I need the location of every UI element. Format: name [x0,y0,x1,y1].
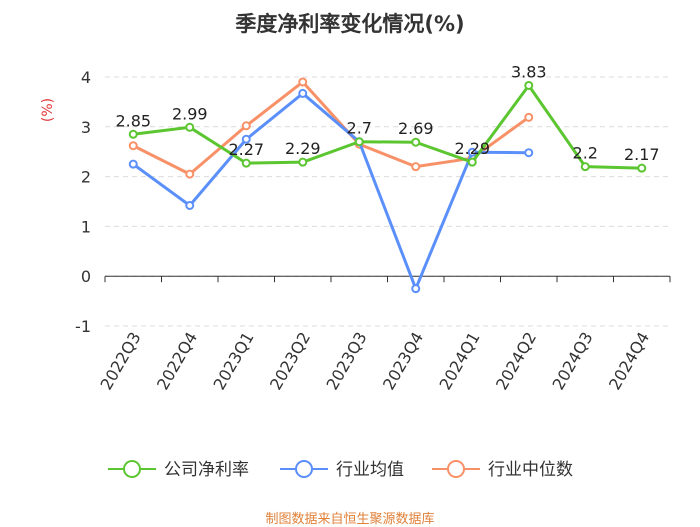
series-line [132,91,529,291]
x-tick-label: 2023Q4 [379,329,427,393]
data-label: 2.85 [115,111,151,130]
data-point [467,147,477,157]
x-tick-label: 2024Q3 [549,329,597,393]
data-point [524,148,534,158]
data-point [128,159,138,169]
data-point [241,158,251,168]
series-line [133,83,642,170]
x-tick-label: 2024Q1 [436,329,484,393]
y-tick-label: 0 [81,267,91,286]
data-point [411,137,421,147]
data-label: 2.29 [285,139,321,158]
chart-title: 季度净利率变化情况(%) [235,12,465,36]
data-point [185,169,195,179]
data-point [580,162,590,172]
y-tick-label: 2 [81,168,91,187]
data-label: 2.17 [624,145,660,164]
x-tick-label: 2024Q2 [492,329,540,393]
data-label: 2.7 [347,119,372,138]
legend-marker [295,460,313,478]
legend-marker [123,460,141,478]
data-label: 2.2 [573,144,598,163]
data-labels: 2.85 2.99 2.27 2.29 2.7 2.69 2.29 3.83 2.2 2.17 [115,62,659,164]
legend: 公司净利率 行业均值 行业中位数 [108,460,573,480]
data-point [241,121,251,131]
data-point [128,141,138,151]
footer-source: 制图数据来自恒生聚源数据库 [265,512,435,527]
y-axis-label: (%) [40,98,56,122]
legend-label: 行业均值 [336,460,404,480]
legend-item: 行业均值 [280,460,404,480]
legend-label: 公司净利率 [164,460,249,480]
legend-marker [447,460,465,478]
data-label: 2.99 [172,104,208,123]
x-tick-label: 2022Q4 [153,329,201,393]
y-tick-label: 3 [81,118,91,137]
data-label: 3.83 [511,62,547,81]
legend-item: 公司净利率 [108,460,249,480]
data-point [185,200,195,210]
x-tick-label: 2023Q2 [266,329,314,393]
x-tick-label: 2023Q3 [323,329,371,393]
legend-label: 行业中位数 [488,460,573,480]
data-point [354,137,364,147]
data-point [185,122,195,132]
data-point [128,129,138,139]
data-point [467,157,477,167]
x-axis-ticks: 2022Q3 2022Q4 2023Q1 2023Q2 2023Q3 2023Q4 2024… [97,329,654,393]
y-axis-ticks: -1 0 1 2 3 4 [75,68,91,336]
data-point [411,162,421,172]
y-tick-label: 1 [81,217,91,236]
data-label: 2.29 [454,139,490,158]
y-tick-label: -1 [75,317,91,336]
data-label: 2.69 [398,119,434,138]
data-point [298,157,308,167]
x-tick-label: 2023Q1 [210,329,258,393]
x-axis [104,275,671,283]
data-point [524,112,534,122]
x-tick-label: 2022Q3 [97,329,145,393]
legend-item: 行业中位数 [432,460,573,480]
y-tick-label: 4 [81,68,91,87]
data-point [298,77,308,87]
data-point [298,88,308,98]
data-point [241,134,251,144]
data-point [637,163,647,173]
data-point [524,80,534,90]
series-lines [128,77,647,294]
x-tick-label: 2024Q4 [605,329,653,393]
data-point [411,284,421,294]
data-label: 2.27 [228,140,264,159]
